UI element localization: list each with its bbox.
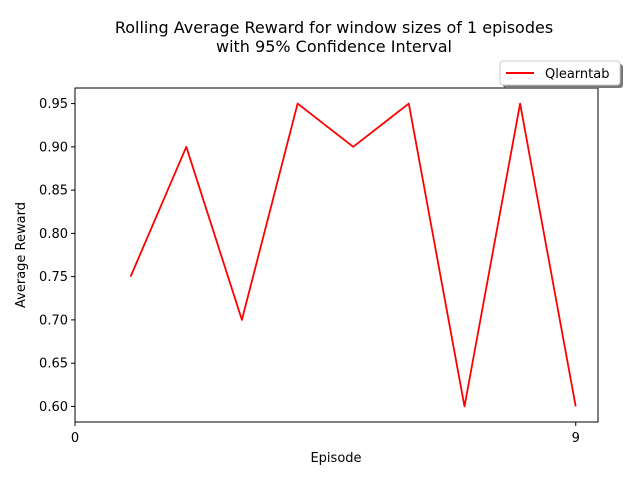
y-axis-label: Average Reward	[14, 202, 29, 308]
axes-frame	[74, 87, 599, 423]
x-axis-label: Episode	[310, 451, 361, 466]
y-tick-label: 0.90	[39, 140, 68, 155]
legend-box	[499, 60, 621, 86]
y-tick-label: 0.70	[39, 313, 68, 328]
y-tick-label: 0.65	[39, 357, 68, 372]
y-tick-label: 0.80	[39, 227, 68, 242]
y-tick-label: 0.75	[39, 270, 68, 285]
x-tick-label: 0	[71, 431, 79, 446]
legend: Qlearntab	[499, 60, 623, 88]
series-line-qlearntab	[129, 102, 577, 408]
plot-area: 0.60 0.65 0.70 0.75 0.80 0.85 0.90 0.95 0 9	[39, 97, 580, 446]
x-tick-label: 9	[572, 431, 580, 446]
y-tick-label: 0.85	[39, 184, 68, 199]
y-tick-label: 0.95	[39, 97, 68, 112]
chart-title-line1: Rolling Average Reward for window sizes …	[115, 18, 553, 37]
y-tick-label: 0.60	[39, 400, 68, 415]
chart-title-line2: with 95% Confidence Interval	[216, 37, 452, 56]
legend-label-qlearntab: Qlearntab	[545, 67, 609, 82]
